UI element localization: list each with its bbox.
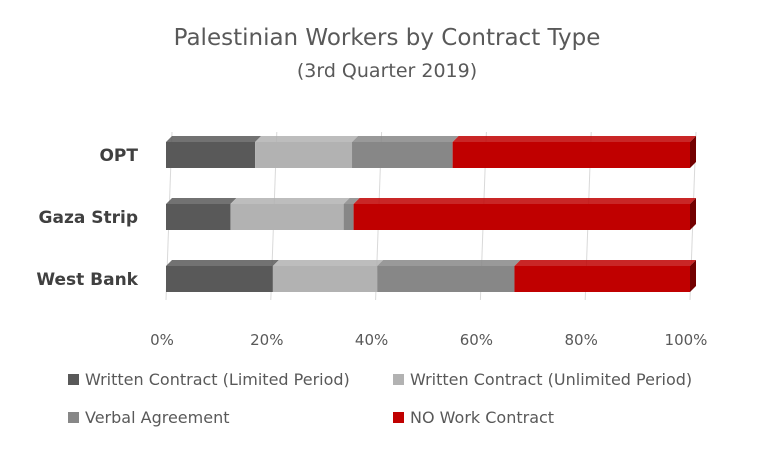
bar-top-face	[514, 260, 696, 266]
bar-segment	[166, 198, 237, 230]
category-label: West Bank	[36, 270, 138, 290]
category-labels: OPT Gaza Strip West Bank	[36, 146, 138, 290]
x-tick-label: 40%	[355, 331, 388, 349]
bar-front-face	[166, 204, 231, 230]
legend-item: Written Contract (Limited Period)	[68, 370, 350, 389]
bar-segment	[166, 260, 279, 292]
bar-front-face	[343, 204, 354, 230]
x-tick-label: 80%	[565, 331, 598, 349]
bar-segment	[353, 198, 696, 230]
bar-front-face	[353, 204, 690, 230]
category-label: OPT	[99, 146, 138, 166]
x-axis-tick-labels: 0% 20% 40% 60% 80% 100%	[150, 331, 707, 349]
bar-front-face	[255, 142, 353, 168]
bar-segment	[230, 198, 350, 230]
bar-front-face	[352, 142, 453, 168]
bar-top-face	[377, 260, 521, 266]
bar-top-face	[166, 198, 237, 204]
bar-top-face	[353, 198, 696, 204]
legend-swatch	[68, 374, 79, 385]
legend-item: NO Work Contract	[393, 408, 554, 427]
legend-label: Verbal Agreement	[85, 408, 229, 427]
bar-segment	[514, 260, 696, 292]
bar-front-face	[272, 266, 378, 292]
bar-top-face	[352, 136, 459, 142]
legend-item: Written Contract (Unlimited Period)	[393, 370, 692, 389]
bar-side-face	[690, 198, 696, 230]
bar-front-face	[166, 142, 256, 168]
bar-segment	[166, 136, 262, 168]
bar-front-face	[166, 266, 273, 292]
legend-swatch	[393, 374, 404, 385]
chart-title: Palestinian Workers by Contract Type	[174, 25, 601, 51]
bar-segment	[255, 136, 359, 168]
legend-label: Written Contract (Limited Period)	[85, 370, 350, 389]
bars	[166, 136, 696, 292]
bar-top-face	[452, 136, 696, 142]
x-tick-label: 0%	[150, 331, 174, 349]
bar-top-face	[255, 136, 359, 142]
bar-front-face	[230, 204, 344, 230]
x-tick-label: 100%	[665, 331, 708, 349]
category-label: Gaza Strip	[39, 208, 138, 228]
legend-label: NO Work Contract	[410, 408, 554, 427]
bar-segment	[352, 136, 459, 168]
bar-top-face	[166, 260, 279, 266]
bar-top-face	[230, 198, 350, 204]
bar-segment	[377, 260, 521, 292]
bar-top-face	[166, 136, 262, 142]
legend: Written Contract (Limited Period) Written…	[68, 370, 692, 427]
x-tick-label: 60%	[460, 331, 493, 349]
chart-subtitle: (3rd Quarter 2019)	[297, 60, 477, 82]
bar-top-face	[343, 198, 360, 204]
bar-side-face	[690, 260, 696, 292]
bar-segment	[452, 136, 696, 168]
legend-label: Written Contract (Unlimited Period)	[410, 370, 692, 389]
legend-swatch	[393, 412, 404, 423]
legend-swatch	[68, 412, 79, 423]
bar-side-face	[690, 136, 696, 168]
bar-front-face	[377, 266, 515, 292]
bar-top-face	[272, 260, 384, 266]
bar-segment	[272, 260, 384, 292]
legend-item: Verbal Agreement	[68, 408, 229, 427]
bar-front-face	[514, 266, 690, 292]
x-tick-label: 20%	[250, 331, 283, 349]
bar-front-face	[452, 142, 690, 168]
bar-segment	[343, 198, 360, 230]
